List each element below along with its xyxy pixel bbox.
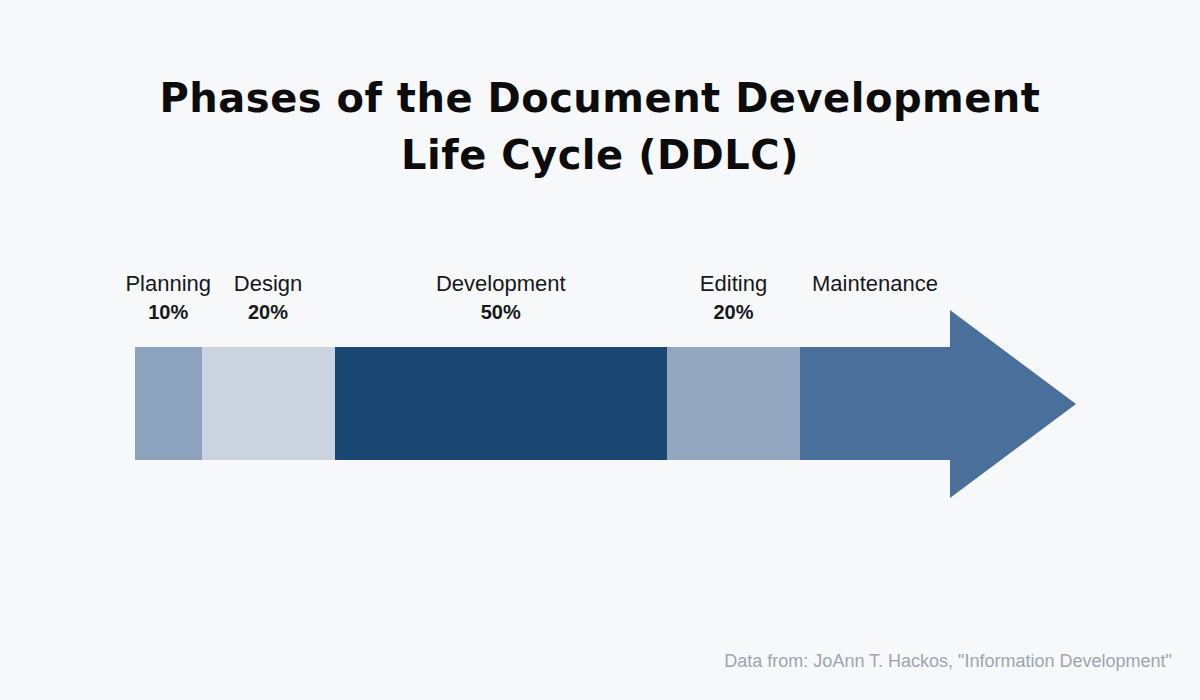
phase-label-planning: Planning 10%: [125, 271, 211, 324]
phase-label-design: Design 20%: [234, 271, 302, 324]
phase-percent: 20%: [700, 301, 767, 324]
segment-planning: [135, 347, 202, 460]
phase-percent: 50%: [436, 301, 566, 324]
chart-title-line2: Life Cycle (DDLC): [401, 132, 799, 178]
source-note: Data from: JoAnn T. Hackos, "Information…: [724, 651, 1172, 672]
chart-title: Phases of the Document Development Life …: [0, 70, 1200, 184]
phase-percent: 10%: [125, 301, 211, 324]
phase-name: Planning: [125, 271, 211, 297]
phase-percent: 20%: [234, 301, 302, 324]
segment-development: [335, 347, 668, 460]
segment-maintenance: [800, 347, 950, 460]
segment-design: [202, 347, 335, 460]
phase-name: Development: [436, 271, 566, 297]
phase-name: Design: [234, 271, 302, 297]
phase-label-development: Development 50%: [436, 271, 566, 324]
phase-label-maintenance: Maintenance: [812, 271, 938, 297]
phase-name: Maintenance: [812, 271, 938, 297]
segment-editing: [667, 347, 800, 460]
phase-name: Editing: [700, 271, 767, 297]
arrow-head: [950, 310, 1076, 498]
phase-label-editing: Editing 20%: [700, 271, 767, 324]
chart-title-line1: Phases of the Document Development: [160, 75, 1041, 121]
